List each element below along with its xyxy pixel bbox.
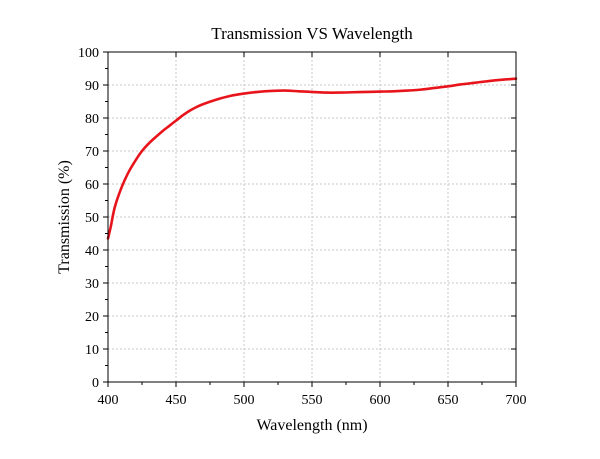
y-tick-label: 20 [85,310,99,325]
y-tick-label: 30 [85,277,99,292]
y-tick-label: 50 [85,211,99,226]
axis-ticks [103,51,517,387]
x-tick-label: 700 [506,393,527,408]
y-tick-label: 80 [85,112,99,127]
grid-lines [108,52,516,382]
x-tick-label: 500 [234,393,255,408]
y-tick-label: 100 [78,46,99,61]
series-group [106,77,518,240]
x-axis-label: Wavelength (nm) [256,417,367,434]
y-tick-label: 0 [92,376,99,391]
x-tick-label: 450 [166,393,187,408]
x-tick-label: 400 [98,393,119,408]
x-tick-label: 550 [302,393,323,408]
x-tick-label: 650 [438,393,459,408]
series-line [106,77,518,240]
y-tick-label: 70 [85,145,99,160]
y-tick-label: 60 [85,178,99,193]
y-tick-label: 90 [85,79,99,94]
y-tick-label: 40 [85,244,99,259]
x-tick-label: 600 [370,393,391,408]
chart-title: Transmission VS Wavelength [211,24,413,43]
plot-frame [107,51,517,383]
y-tick-label: 10 [85,343,99,358]
tick-labels: 400 450 500 550 600 650 700 0 10 20 30 40 50 60 70 80 90… [78,46,527,408]
y-axis-label: Transmission (%) [56,160,73,274]
